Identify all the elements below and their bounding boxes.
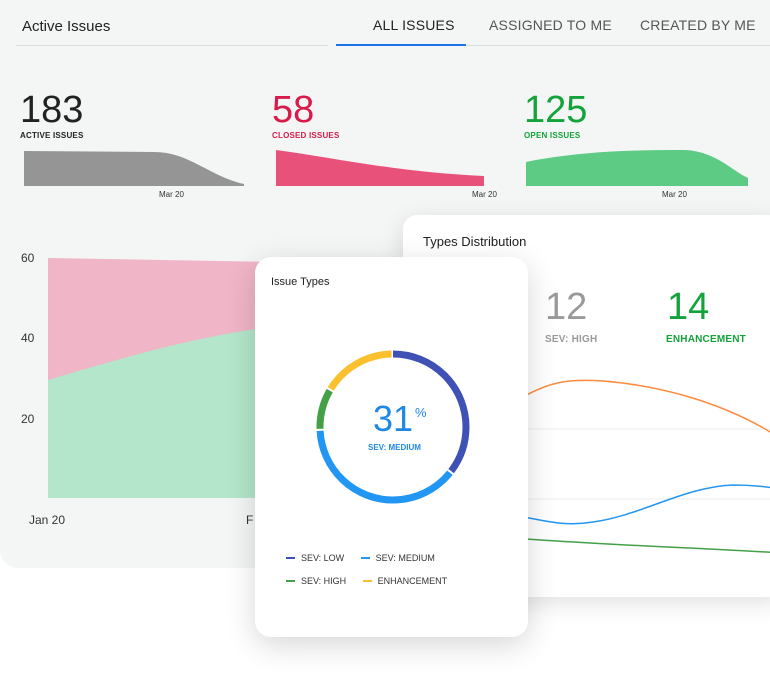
legend-label: SEV: MEDIUM: [375, 553, 435, 563]
legend-label: SEV: HIGH: [301, 576, 347, 586]
legend-swatch: [360, 557, 370, 559]
issue-types-legend: SEV: LOW SEV: MEDIUM SEV: HIGH ENHANCEME…: [286, 545, 516, 591]
open-issues-sparkline: [526, 150, 748, 186]
closed-issues-label: CLOSED ISSUES: [272, 131, 340, 140]
open-issues-label: OPEN ISSUES: [524, 131, 581, 140]
legend-item-sev-low[interactable]: SEV: LOW: [286, 548, 344, 568]
dashboard-title: Active Issues: [22, 18, 111, 35]
legend-swatch: [286, 557, 295, 559]
sev-medium-segment: [316, 350, 470, 504]
sev-low-segment: [316, 350, 470, 504]
tab-assigned-to-me[interactable]: ASSIGNED TO ME: [489, 17, 612, 33]
x-tick-jan20: Jan 20: [29, 513, 66, 527]
open-issues-tick: Mar 20: [662, 190, 687, 199]
main-area-chart: [48, 258, 278, 498]
open-issues-area: [526, 150, 748, 186]
title-divider: [16, 45, 328, 46]
tabs-divider: [336, 45, 770, 46]
active-issues-area: [24, 151, 244, 186]
donut-center-label: SEV: MEDIUM: [368, 443, 421, 452]
tab-created-by-me[interactable]: CREATED BY ME: [640, 17, 756, 33]
y-tick-40: 40: [21, 331, 35, 345]
legend-label: SEV: LOW: [301, 553, 345, 563]
issue-types-title: Issue Types: [271, 276, 330, 288]
legend-item-sev-high[interactable]: SEV: HIGH: [286, 571, 346, 591]
active-issues-sparkline: [24, 151, 244, 186]
issue-types-card: Issue Types 31 % SEV: MEDIUM SEV: LOW SE…: [255, 257, 528, 637]
sev-medium-series-line: [512, 484, 770, 525]
active-tab-indicator: [336, 44, 466, 46]
sev-high-segment: [316, 350, 470, 504]
enhancement-label: ENHANCEMENT: [666, 334, 746, 345]
active-issues-count: 183: [20, 89, 84, 131]
legend-item-sev-medium[interactable]: SEV: MEDIUM: [360, 548, 435, 568]
legend-label: ENHANCEMENT: [377, 576, 448, 586]
legend-item-enhancement[interactable]: ENHANCEMENT: [362, 571, 448, 591]
open-issues-count: 125: [524, 89, 588, 131]
active-issues-tick: Mar 20: [159, 190, 184, 199]
donut-center-value: 31: [373, 398, 414, 439]
legend-swatch: [362, 580, 372, 582]
enhancement-count: 14: [667, 286, 710, 328]
y-tick-60: 60: [21, 251, 35, 265]
closed-issues-tick: Mar 20: [472, 190, 497, 199]
sev-high-series-line: [512, 537, 770, 553]
closed-issues-count: 58: [272, 89, 315, 131]
tab-all-issues[interactable]: ALL ISSUES: [373, 17, 455, 33]
open-area: [48, 326, 278, 498]
closed-issues-area: [276, 150, 484, 186]
active-issues-label: ACTIVE ISSUES: [20, 131, 84, 140]
y-tick-20: 20: [21, 412, 35, 426]
donut-center-unit: %: [415, 405, 427, 420]
enhancement-series-line: [522, 379, 770, 433]
legend-swatch: [286, 580, 295, 582]
closed-issues-sparkline: [276, 150, 484, 186]
sev-high-label: SEV: HIGH: [545, 334, 598, 345]
types-distribution-title: Types Distribution: [423, 234, 527, 249]
issue-types-donut: [316, 350, 470, 504]
x-tick-f: F: [246, 513, 254, 527]
sev-high-count: 12: [545, 286, 588, 328]
